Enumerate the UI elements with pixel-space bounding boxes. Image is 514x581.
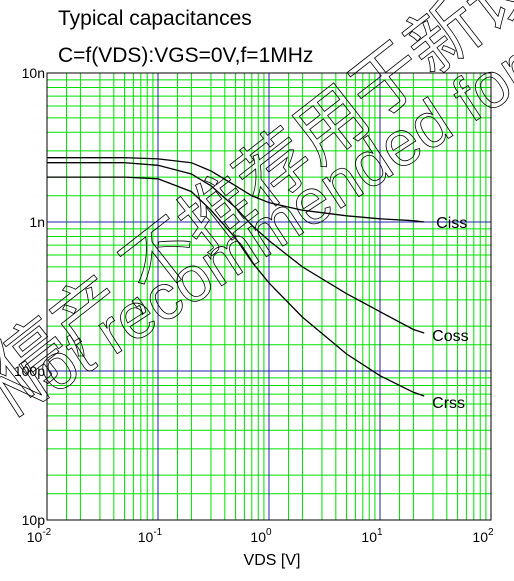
series-layer: Ciss Coss Crss [47, 157, 469, 412]
x-tick-base: 10 [361, 529, 377, 545]
series-line-ciss [47, 157, 425, 223]
x-tick-label: 101 [361, 527, 383, 545]
x-tick-exponent: -1 [153, 527, 162, 538]
major-grid [47, 73, 491, 520]
y-tick-label: 1n [29, 214, 45, 230]
x-axis-label-text: VDS [V] [243, 552, 301, 569]
x-tick-exponent: 0 [266, 527, 272, 538]
series-label-crss: Crss [432, 395, 465, 412]
x-tick-labels: 10-2 10-1 100 101 102 [27, 527, 494, 545]
x-tick-base: 10 [472, 529, 488, 545]
x-tick-label: 10-1 [138, 527, 163, 545]
x-tick-exponent: 2 [488, 527, 494, 538]
x-tick-exponent: 1 [377, 527, 383, 538]
x-tick-base: 10 [138, 529, 154, 545]
series-line-coss [47, 162, 425, 334]
x-tick-label: 10-2 [27, 527, 52, 545]
x-tick-label: 102 [472, 527, 494, 545]
y-tick-labels: 10n 1n 100p 10p [14, 65, 45, 528]
x-tick-base: 10 [27, 529, 43, 545]
x-tick-label: 100 [250, 527, 272, 545]
x-axis-label: VDS [V] [0, 552, 514, 570]
y-tick-label: 10p [22, 512, 46, 528]
plot-frame [46, 72, 492, 521]
y-tick-label: 10n [22, 65, 45, 81]
series-label-coss: Coss [432, 328, 468, 345]
chart-title: Typical capacitances [58, 7, 252, 30]
series-line-crss [47, 176, 425, 397]
chart-subtitle: C=f(VDS):VGS=0V,f=1MHz [58, 44, 314, 67]
series-label-ciss: Ciss [436, 215, 467, 232]
x-tick-exponent: -2 [42, 527, 51, 538]
y-tick-label: 100p [14, 363, 45, 379]
x-tick-base: 10 [250, 529, 266, 545]
